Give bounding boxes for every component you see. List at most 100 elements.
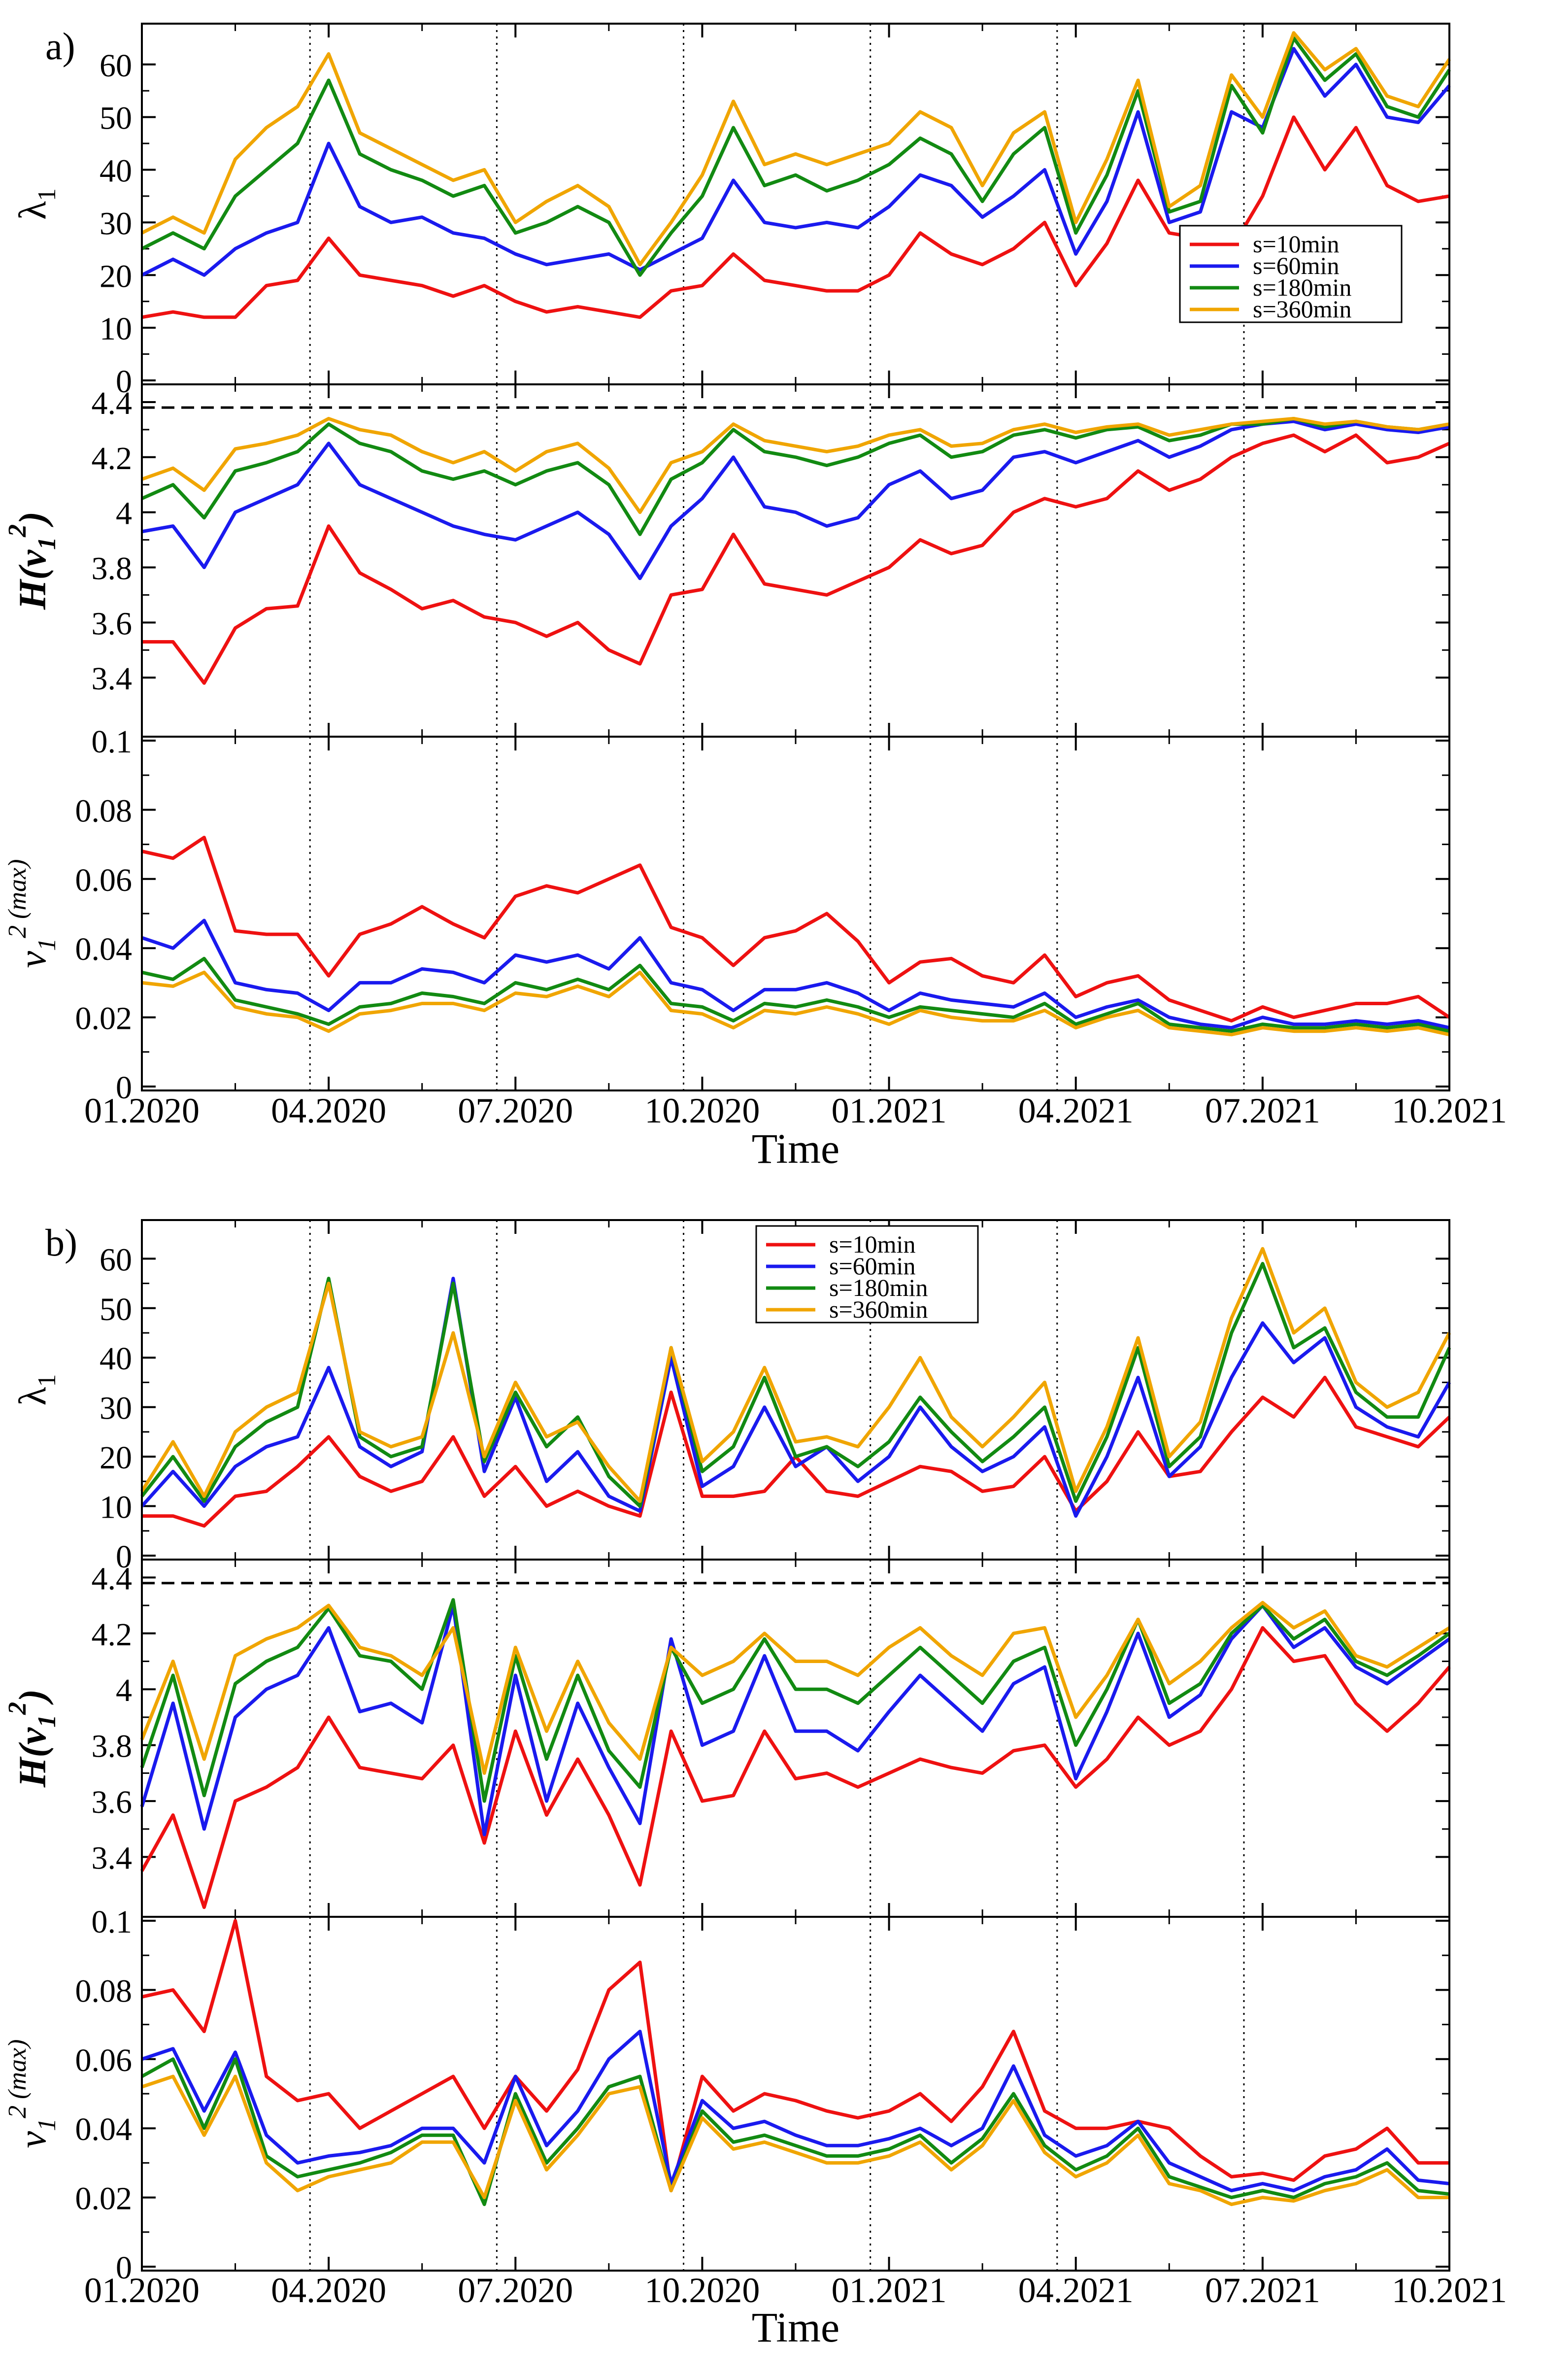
legend-entry: s=60min [829,1252,915,1280]
x-tick-label: 10.2020 [644,2271,760,2310]
y-tick-label: 0.04 [75,931,133,967]
legend-entry: s=10min [1253,230,1339,258]
series-line-s-180min [141,956,1450,1033]
legend-entry: s=180min [829,1274,928,1301]
y-axis-label: H(v12) [3,1689,61,1788]
series-line-s-360min [141,31,1451,267]
legend-entry: s=10min [829,1230,915,1258]
x-tick-label: 01.2020 [84,1091,200,1130]
y-tick-label: 0.1 [92,724,133,760]
series-line-s-10min [141,836,1450,1023]
x-axis-title: Time [752,1125,839,1172]
y-axis-label: v12 (max) [3,2040,61,2148]
y-tick-label: 4.2 [92,1617,133,1653]
figure-a: 0102030405060λ1a)s=10mins=60mins=180mins… [3,23,1507,1172]
y-tick-label: 20 [100,1440,132,1476]
x-tick-label: 04.2021 [1018,1091,1134,1130]
series-line-s-60min [141,419,1450,580]
y-tick-label: 4.4 [92,385,133,421]
y-tick-label: 3.4 [92,1840,133,1876]
panel-b-2: 3.4 3.6 3.8 4 4.2 4.4 H(v12) [3,1559,1451,1918]
y-tick-label: 60 [100,1242,132,1278]
y-tick-label: 40 [100,153,132,189]
y-tick-label: 0.04 [75,2111,133,2147]
x-tick-label: 07.2021 [1205,2271,1320,2310]
series-line-s-360min [140,1247,1451,1503]
legend-entry: s=180min [1253,273,1351,301]
series-line-s-60min [140,1603,1451,1836]
series-line-s-10min [142,1375,1451,1528]
y-tick-label: 4.4 [92,1561,133,1597]
x-tick-label: 10.2021 [1392,2271,1507,2310]
plot-frame [141,383,1450,738]
x-axis-title: Time [752,2304,839,2351]
x-tick-label: 07.2020 [458,2271,573,2310]
series-line-s-360min [141,2074,1449,2207]
panel-label: b) [45,1221,77,1264]
x-tick-label: 01.2021 [832,2271,947,2310]
y-tick-label: 0.06 [75,862,133,898]
y-tick-label: 4 [116,1672,132,1708]
y-tick-label: 0 [116,1070,132,1106]
x-tick-label: 10.2020 [644,1091,760,1130]
y-tick-label: 3.8 [92,550,133,586]
legend-box [1179,225,1403,323]
x-tick-label: 04.2020 [271,1091,386,1130]
x-tick-label: 01.2021 [832,1091,947,1130]
series-line-s-60min [140,1277,1451,1518]
series-line-s-360min [141,417,1450,514]
y-tick-label: 40 [100,1341,132,1377]
y-tick-label: 30 [100,1391,132,1427]
panel-a-1: 0 10 20 30 40 50 60 λ1 a) s=10mins=60mins=180mins… [11,23,1451,400]
panel-b-1: 0 10 20 30 40 50 60 λ1 b) s=10mins=60mins=180mins… [11,1219,1451,1575]
x-tick-label: 07.2020 [458,1091,573,1130]
panel-label: a) [45,25,75,68]
y-axis-label: λ1 [11,188,61,220]
series-line-s-60min [141,2030,1450,2193]
y-tick-label: 4.2 [92,441,133,476]
y-tick-label: 20 [100,258,132,294]
y-tick-label: 4 [116,496,132,532]
series-line-s-360min [140,1600,1450,1775]
series-line-s-60min [141,47,1451,277]
series-line-s-180min [141,417,1450,536]
y-tick-label: 0 [116,2250,132,2286]
legend-entry: s=60min [1253,252,1339,279]
y-tick-label: 0.08 [75,1973,133,2009]
y-tick-label: 3.6 [92,606,133,642]
y-tick-label: 50 [100,101,132,136]
x-tick-label: 07.2021 [1205,1091,1320,1130]
y-tick-label: 10 [100,311,132,347]
plot-frame [141,1916,1450,2272]
legend-entry: s=360min [1253,295,1351,323]
y-tick-label: 0 [116,364,132,400]
series-line-s-360min [141,970,1450,1037]
y-tick-label: 30 [100,205,132,241]
series-line-s-10min [141,1919,1449,2193]
series-line-s-10min [140,1626,1451,1909]
y-tick-label: 3.6 [92,1784,133,1820]
y-tick-label: 0.08 [75,793,133,829]
y-tick-label: 0 [116,1539,132,1575]
y-tick-label: 3.8 [92,1729,133,1765]
panel-b-3: 0 0.02 0.04 0.06 0.08 0.1 v12 (max) 01.2020 04.2… [3,1904,1507,2351]
x-tick-label: 10.2021 [1392,1091,1507,1130]
y-tick-label: 0.1 [92,1904,133,1940]
y-tick-label: 0.06 [75,2042,133,2078]
series-line-s-60min [141,918,1450,1030]
y-axis-label: λ1 [11,1374,61,1406]
series-line-s-180min [140,1598,1451,1803]
legend-box [755,1225,979,1324]
y-tick-label: 50 [100,1292,132,1327]
series-line-s-180min [140,1261,1451,1508]
panel-a-2: 3.4 3.6 3.8 4 4.2 4.4 H(v12) [3,383,1450,738]
series-line-s-180min [141,2057,1450,2207]
series-line-s-10min [142,433,1450,685]
y-axis-label: v12 (max) [3,859,61,968]
y-tick-label: 3.4 [92,661,133,697]
panel-a-3: 0 0.02 0.04 0.06 0.08 0.1 v12 (max) 01.2020 04.2… [3,724,1507,1172]
